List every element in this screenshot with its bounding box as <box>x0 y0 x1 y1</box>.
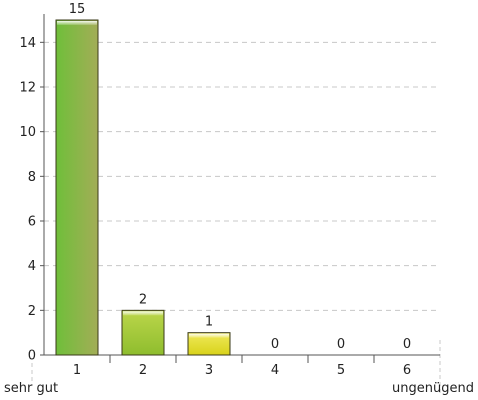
bar-value-label: 0 <box>403 337 411 352</box>
worst-grade-label: ungenügend <box>392 381 474 396</box>
y-tick-label: 12 <box>19 81 36 96</box>
bar-value-label: 15 <box>69 2 86 17</box>
y-tick-label: 4 <box>28 259 36 274</box>
y-tick-label: 10 <box>19 125 36 140</box>
axes <box>40 14 440 363</box>
bar <box>187 332 231 356</box>
bar-value-label: 1 <box>205 315 213 330</box>
x-tick-label: 4 <box>271 363 279 378</box>
y-tick-label: 2 <box>28 304 36 319</box>
y-tick-label: 6 <box>28 215 36 230</box>
bar <box>121 309 165 356</box>
gridlines <box>31 41 441 395</box>
bar-value-label: 2 <box>139 292 147 307</box>
x-tick-label: 2 <box>139 363 147 378</box>
x-tick-label: 3 <box>205 363 213 378</box>
bar-value-label: 0 <box>271 337 279 352</box>
bar <box>55 19 99 356</box>
y-tick-label: 14 <box>19 36 36 51</box>
x-tick-label: 5 <box>337 363 345 378</box>
bar-value-label: 0 <box>337 337 345 352</box>
bar-highlight <box>189 333 229 338</box>
best-grade-label: sehr gut <box>4 381 58 396</box>
x-tick-label: 6 <box>403 363 411 378</box>
bars <box>55 19 231 356</box>
y-tick-label: 0 <box>28 349 36 364</box>
bar-highlight <box>123 311 163 316</box>
bar-highlight <box>57 21 97 25</box>
y-tick-label: 8 <box>28 170 36 185</box>
x-tick-label: 1 <box>73 363 81 378</box>
